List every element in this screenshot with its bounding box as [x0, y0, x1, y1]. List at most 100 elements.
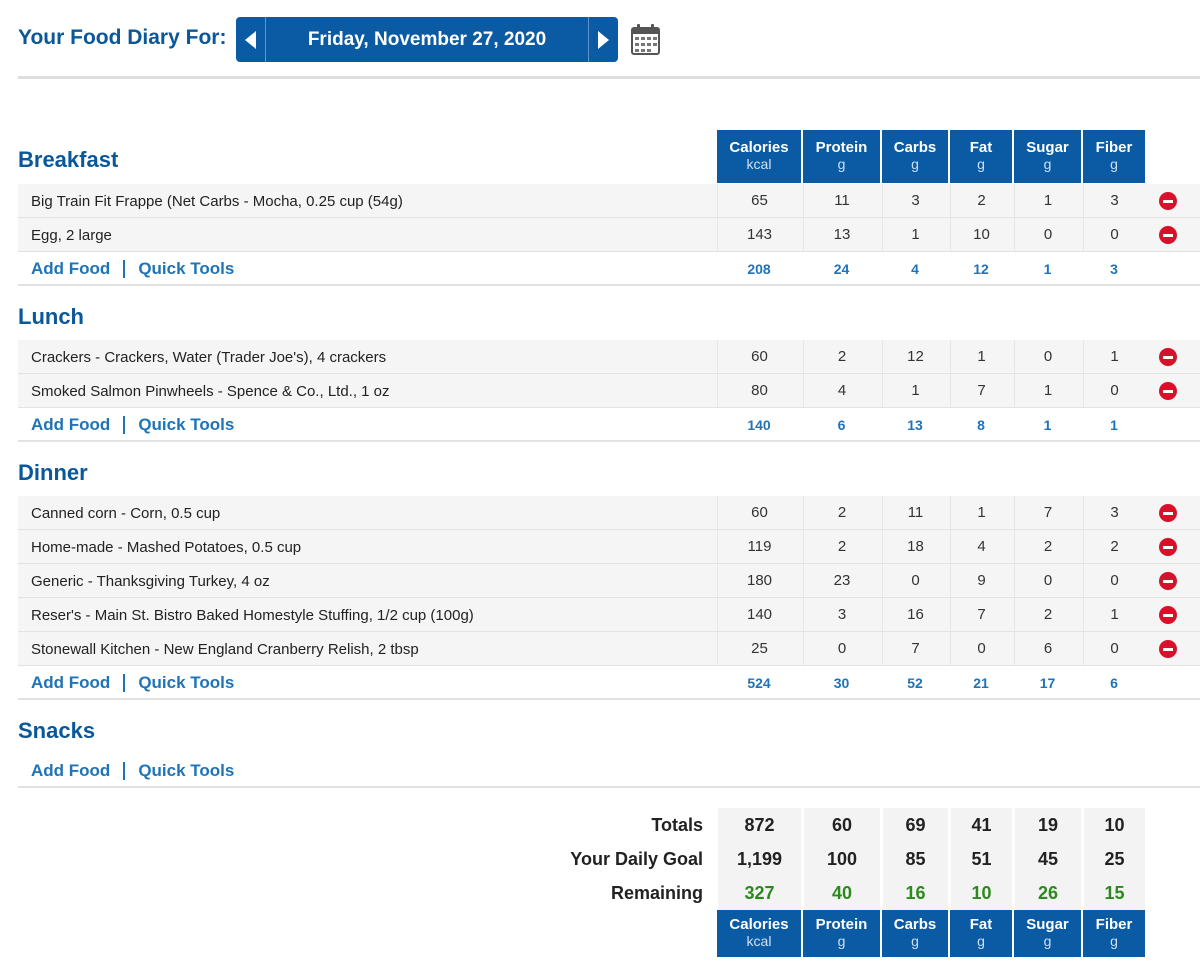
food-fiber-value: 1: [1083, 340, 1145, 373]
summary-totals-sugar: 19: [1014, 808, 1081, 842]
food-name[interactable]: Egg, 2 large: [31, 227, 112, 244]
meal-links: Add Food Quick Tools: [31, 415, 234, 435]
meal-total-protein: 24: [833, 261, 850, 277]
remove-food-icon[interactable]: [1159, 192, 1177, 210]
summary-totals-fat: 41: [950, 808, 1012, 842]
column-name: Protein: [815, 916, 868, 933]
next-day-button[interactable]: [588, 17, 618, 62]
food-calories-value: 65: [717, 184, 801, 217]
meal-total-calories: 140: [747, 417, 771, 433]
food-fat-value: 7: [950, 598, 1012, 631]
column-name: Calories: [729, 916, 789, 933]
food-name[interactable]: Big Train Fit Frappe (Net Carbs - Mocha,…: [31, 193, 403, 210]
column-footer-fiber: Fiber g: [1083, 910, 1145, 957]
summary-remaining-calories: 327: [717, 876, 801, 910]
column-unit: g: [837, 933, 846, 949]
quick-tools-link[interactable]: Quick Tools: [138, 259, 235, 278]
remove-food-icon[interactable]: [1159, 348, 1177, 366]
column-header-fiber: Fiber g: [1083, 130, 1145, 183]
link-divider: [123, 762, 126, 780]
meal-total-protein: 30: [833, 675, 850, 691]
add-food-link[interactable]: Add Food: [31, 673, 111, 692]
column-footer-fat: Fat g: [950, 910, 1012, 957]
food-protein-value: 23: [803, 564, 880, 597]
food-protein-value: 0: [803, 632, 880, 665]
summary-label-totals: Totals: [651, 815, 703, 835]
quick-tools-link[interactable]: Quick Tools: [138, 415, 235, 434]
food-sugar-value: 2: [1014, 598, 1081, 631]
quick-tools-link[interactable]: Quick Tools: [138, 761, 235, 780]
food-name[interactable]: Home-made - Mashed Potatoes, 0.5 cup: [31, 539, 302, 556]
food-carbs-value: 3: [882, 184, 948, 217]
food-fiber-value: 0: [1083, 374, 1145, 407]
column-unit: g: [911, 156, 919, 172]
remove-food-icon[interactable]: [1159, 226, 1177, 244]
remove-food-icon[interactable]: [1159, 382, 1177, 400]
food-name[interactable]: Smoked Salmon Pinwheels - Spence & Co., …: [31, 383, 390, 400]
add-food-link[interactable]: Add Food: [31, 415, 111, 434]
food-fiber-value: 0: [1083, 218, 1145, 251]
meal-title-lunch: Lunch: [18, 304, 84, 329]
summary-goal-protein: 100: [803, 842, 880, 876]
meal-total-fiber: 1: [1110, 417, 1118, 433]
remove-food-icon[interactable]: [1159, 640, 1177, 658]
meal-total-sugar: 1: [1043, 261, 1052, 277]
food-row: Big Train Fit Frappe (Net Carbs - Mocha,…: [18, 184, 1200, 218]
meal-total-protein: 6: [837, 417, 846, 433]
column-unit: g: [837, 156, 846, 172]
meal-links: Add Food Quick Tools: [31, 259, 234, 279]
food-calories-value: 119: [717, 530, 801, 563]
column-name: Carbs: [893, 916, 937, 933]
summary-totals-carbs: 69: [882, 808, 948, 842]
food-protein-value: 11: [803, 184, 880, 217]
diary-header: Your Food Diary For: Friday, November 27…: [0, 0, 1200, 80]
food-calories-value: 143: [717, 218, 801, 251]
meal-total-fat: 21: [973, 675, 989, 691]
column-unit: g: [977, 156, 985, 172]
food-fat-value: 4: [950, 530, 1012, 563]
link-divider: [123, 260, 126, 278]
food-name[interactable]: Generic - Thanksgiving Turkey, 4 oz: [31, 573, 270, 590]
column-unit: g: [1043, 156, 1052, 172]
header-divider: [18, 76, 1200, 79]
food-name[interactable]: Canned corn - Corn, 0.5 cup: [31, 505, 221, 522]
summary-remaining-fiber: 15: [1083, 876, 1145, 910]
food-carbs-value: 7: [882, 632, 948, 665]
food-protein-value: 4: [803, 374, 880, 407]
summary-goal-carbs: 85: [882, 842, 948, 876]
add-food-link[interactable]: Add Food: [31, 761, 111, 780]
column-name: Carbs: [893, 139, 937, 156]
remove-food-icon[interactable]: [1159, 504, 1177, 522]
column-unit: g: [1110, 156, 1118, 172]
food-calories-value: 25: [717, 632, 801, 665]
meal-footer: Add Food Quick Tools 208 24 4 12 1 3: [18, 252, 1200, 286]
column-footer-protein: Protein g: [803, 910, 880, 957]
food-row: Crackers - Crackers, Water (Trader Joe's…: [18, 340, 1200, 374]
remove-food-icon[interactable]: [1159, 572, 1177, 590]
prev-day-button[interactable]: [236, 17, 266, 62]
food-carbs-value: 18: [882, 530, 948, 563]
meal-title-dinner: Dinner: [18, 460, 88, 485]
food-name[interactable]: Crackers - Crackers, Water (Trader Joe's…: [31, 349, 387, 366]
quick-tools-link[interactable]: Quick Tools: [138, 673, 235, 692]
remove-food-icon[interactable]: [1159, 606, 1177, 624]
remove-food-icon[interactable]: [1159, 538, 1177, 556]
column-name: Protein: [815, 139, 868, 156]
column-unit: kcal: [746, 156, 772, 172]
food-sugar-value: 0: [1014, 218, 1081, 251]
meal-total-calories: 524: [747, 675, 771, 691]
summary-goal-calories: 1,199: [717, 842, 801, 876]
food-name[interactable]: Reser's - Main St. Bistro Baked Homestyl…: [31, 607, 474, 624]
meal-total-carbs: 52: [907, 675, 923, 691]
food-fiber-value: 0: [1083, 632, 1145, 665]
food-fat-value: 10: [950, 218, 1012, 251]
add-food-link[interactable]: Add Food: [31, 259, 111, 278]
food-name[interactable]: Stonewall Kitchen - New England Cranberr…: [31, 641, 419, 658]
calendar-icon[interactable]: [631, 24, 660, 55]
column-name: Calories: [729, 139, 789, 156]
meal-total-calories: 208: [747, 261, 771, 277]
food-protein-value: 2: [803, 530, 880, 563]
food-protein-value: 2: [803, 340, 880, 373]
column-header-protein: Protein g: [803, 130, 880, 183]
meal-footer: Add Food Quick Tools: [18, 754, 1200, 788]
